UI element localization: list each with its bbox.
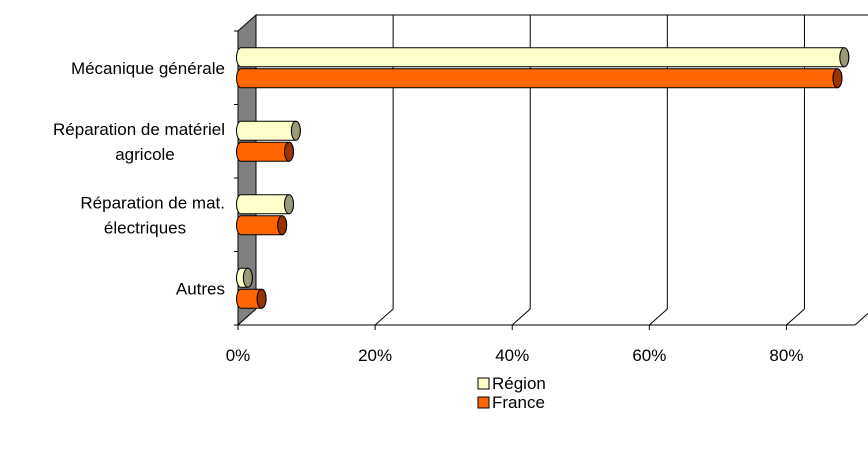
- bar-cap: [242, 267, 253, 288]
- x-tick-label: 60%: [632, 346, 666, 365]
- legend-label: Région: [492, 374, 546, 393]
- x-tick-label: 20%: [358, 346, 392, 365]
- bar-cap: [283, 194, 294, 215]
- bar-cap: [839, 47, 850, 68]
- bar-cap: [832, 68, 843, 89]
- x-tick-label: 0%: [226, 346, 251, 365]
- bar-cap: [277, 215, 288, 236]
- x-tick-label: 40%: [495, 346, 529, 365]
- category-label: Réparation de mat.: [80, 193, 225, 212]
- legend-label: France: [492, 393, 545, 412]
- bar-cap: [290, 120, 301, 141]
- bar-cap: [283, 141, 294, 162]
- bar-france-0: [236, 68, 843, 89]
- floor-edge: [854, 312, 868, 326]
- legend-swatch: [477, 396, 490, 409]
- floor: [238, 309, 868, 325]
- category-label: Mécanique générale: [71, 59, 225, 78]
- floor-gridline: [649, 308, 668, 326]
- category-label: Autres: [176, 279, 225, 298]
- floor-gridline: [374, 308, 394, 326]
- floor-gridline: [511, 308, 531, 326]
- x-tick-label: 80%: [769, 346, 803, 365]
- legend-swatch: [477, 377, 490, 390]
- bar-cap: [256, 288, 267, 309]
- floor-gridline: [786, 308, 805, 326]
- category-label: agricole: [115, 145, 175, 164]
- floor-gridline: [237, 308, 257, 326]
- bar-rgion-1: [236, 120, 301, 141]
- category-label: Réparation de matériel: [53, 120, 225, 139]
- category-label: électriques: [104, 218, 186, 237]
- bar-rgion-0: [236, 47, 850, 68]
